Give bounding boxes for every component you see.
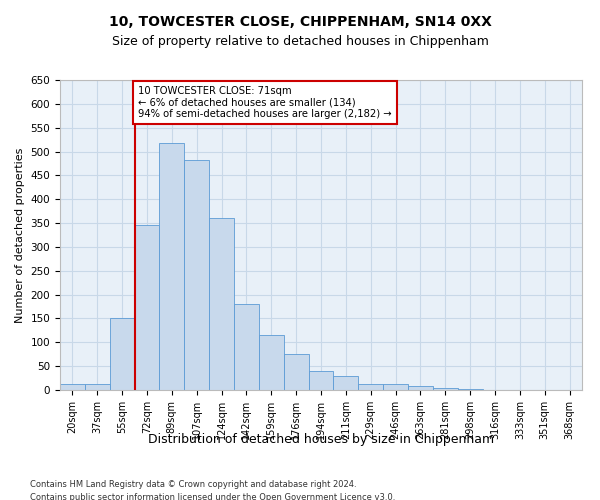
Text: Distribution of detached houses by size in Chippenham: Distribution of detached houses by size … [148,432,494,446]
Text: Size of property relative to detached houses in Chippenham: Size of property relative to detached ho… [112,35,488,48]
Bar [308,371,334,390]
Bar [184,160,209,390]
Bar [284,354,308,390]
Bar [209,218,234,390]
Bar [334,376,358,390]
Bar [160,144,184,390]
Bar [383,384,408,390]
Bar [85,384,110,390]
Text: 10 TOWCESTER CLOSE: 71sqm
← 6% of detached houses are smaller (134)
94% of semi-: 10 TOWCESTER CLOSE: 71sqm ← 6% of detach… [139,86,392,119]
Bar [134,224,160,390]
Text: Contains HM Land Registry data © Crown copyright and database right 2024.: Contains HM Land Registry data © Crown c… [30,480,356,489]
Bar [234,304,259,390]
Bar [358,384,383,390]
Bar [408,386,433,390]
Bar [458,389,482,390]
Bar [433,388,458,390]
Y-axis label: Number of detached properties: Number of detached properties [15,148,25,322]
Text: Contains public sector information licensed under the Open Government Licence v3: Contains public sector information licen… [30,492,395,500]
Text: 10, TOWCESTER CLOSE, CHIPPENHAM, SN14 0XX: 10, TOWCESTER CLOSE, CHIPPENHAM, SN14 0X… [109,15,491,29]
Bar [259,334,284,390]
Bar [110,318,134,390]
Bar [60,384,85,390]
